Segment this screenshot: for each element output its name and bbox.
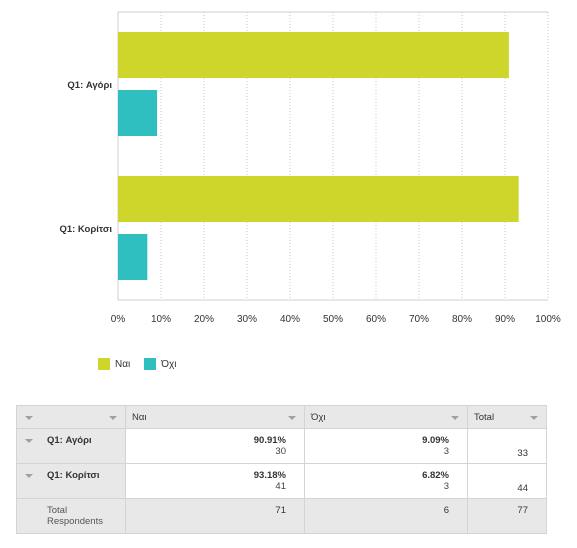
row-label: Q1: Αγόρι — [47, 435, 92, 446]
chevron-down-icon[interactable] — [25, 439, 33, 443]
chevron-down-icon[interactable] — [109, 416, 117, 420]
row-header-girl[interactable]: Q1: Κορίτσι — [16, 463, 126, 499]
x-tick-label: 50% — [323, 314, 343, 325]
x-tick-label: 100% — [535, 314, 561, 325]
cell-yes: 93.18% 41 — [125, 463, 305, 499]
column-header-yes-label: Ναι — [132, 411, 147, 423]
x-tick-label: 10% — [151, 314, 171, 325]
bar-chart: 0% 10% 20% 30% 40% 50% 60% 70% 80% 90% 100% Q1: Αγό… — [59, 11, 561, 325]
cell-no: 9.09% 3 — [304, 428, 468, 464]
cell-total: 44 — [467, 463, 547, 499]
bar-yes — [118, 176, 519, 222]
footer-no: 6 — [304, 498, 468, 534]
chevron-down-icon[interactable] — [288, 416, 296, 420]
results-table: Ναι Όχι Total Q1: Αγόρι 90.91% 30 9.09% 3 … — [16, 405, 547, 534]
x-tick-label: 60% — [366, 314, 386, 325]
chevron-down-icon[interactable] — [24, 415, 33, 420]
x-tick-label: 30% — [237, 314, 257, 325]
x-tick-label: 70% — [409, 314, 429, 325]
cell-percent: 90.91% — [253, 435, 286, 446]
table-row: Q1: Αγόρι 90.91% 30 9.09% 3 33 — [16, 428, 547, 464]
legend-label-yes: Ναι — [115, 358, 131, 370]
x-tick-label: 80% — [452, 314, 472, 325]
footer-label: Total Respondents — [47, 505, 103, 527]
cell-count: 3 — [443, 446, 449, 457]
footer-header[interactable]: Total Respondents — [16, 415, 126, 534]
cell-percent: 9.09% — [422, 435, 449, 446]
cell-total: 33 — [467, 428, 547, 464]
legend-item-no[interactable]: Όχι — [144, 358, 176, 370]
x-tick-label: 90% — [495, 314, 515, 325]
footer-yes: 71 — [125, 498, 305, 534]
column-header-no[interactable]: Όχι — [304, 405, 468, 429]
category-label: Q1: Αγόρι — [67, 80, 112, 91]
bar-no — [118, 90, 158, 136]
column-header-no-label: Όχι — [311, 411, 326, 423]
legend-label-no: Όχι — [161, 358, 177, 370]
category-label: Q1: Κορίτσι — [59, 224, 112, 235]
bar-no — [118, 234, 148, 280]
chevron-down-icon[interactable] — [25, 474, 33, 478]
legend-swatch-yes — [98, 358, 110, 370]
cell-percent: 6.82% — [422, 470, 449, 481]
cell-count: 3 — [443, 481, 449, 492]
legend-item-yes[interactable]: Ναι — [98, 358, 130, 370]
legend-swatch-no — [144, 358, 157, 370]
x-tick-label: 40% — [280, 314, 300, 325]
column-header-yes[interactable]: Ναι — [125, 405, 305, 429]
legend: Ναι Όχι — [98, 358, 176, 370]
table-footer-row: Total Respondents 71 6 77 — [16, 415, 547, 534]
bar-yes — [118, 32, 509, 78]
footer-total: 77 — [467, 498, 547, 534]
x-tick-label: 20% — [194, 314, 214, 325]
cell-no: 6.82% 3 — [304, 463, 468, 499]
chevron-down-icon[interactable] — [451, 416, 459, 420]
chevron-down-icon[interactable] — [530, 416, 538, 420]
x-tick-label: 0% — [111, 314, 126, 325]
cell-percent: 93.18% — [253, 470, 286, 481]
corner-header[interactable] — [16, 405, 126, 429]
cell-count: 41 — [275, 481, 286, 492]
row-label: Q1: Κορίτσι — [47, 470, 100, 481]
row-header-boy[interactable]: Q1: Αγόρι — [16, 428, 126, 464]
table-row: Q1: Κορίτσι 93.18% 41 6.82% 3 44 — [16, 463, 547, 499]
cell-yes: 90.91% 30 — [125, 428, 305, 464]
cell-count: 30 — [275, 446, 286, 457]
column-header-total[interactable]: Total — [467, 405, 547, 429]
column-header-total-label: Total — [474, 411, 495, 423]
